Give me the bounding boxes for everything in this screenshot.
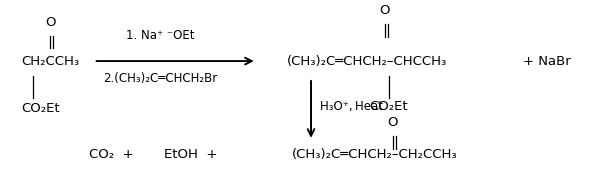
Text: (CH₃)₂C═CHCH₂–CHCCH₃: (CH₃)₂C═CHCH₂–CHCCH₃	[286, 54, 447, 68]
Text: (CH₃)₂C═CHCH₂–CH₂CCH₃: (CH₃)₂C═CHCH₂–CH₂CCH₃	[291, 148, 457, 161]
Text: + NaBr: + NaBr	[522, 54, 570, 68]
Text: H₃O⁺, Heat: H₃O⁺, Heat	[320, 100, 383, 113]
Text: EtOH  +: EtOH +	[164, 148, 217, 161]
Text: CO₂Et: CO₂Et	[370, 100, 408, 113]
Text: CH₂CCH₃: CH₂CCH₃	[21, 54, 79, 68]
Text: 1. Na⁺ ⁻OEt: 1. Na⁺ ⁻OEt	[126, 29, 195, 42]
Text: CO₂  +: CO₂ +	[89, 148, 134, 161]
Text: CO₂Et: CO₂Et	[22, 102, 60, 115]
Text: O: O	[45, 16, 55, 29]
Text: O: O	[379, 4, 390, 17]
Text: O: O	[387, 116, 398, 129]
Text: 2.(CH₃)₂C═CHCH₂Br: 2.(CH₃)₂C═CHCH₂Br	[103, 71, 217, 85]
